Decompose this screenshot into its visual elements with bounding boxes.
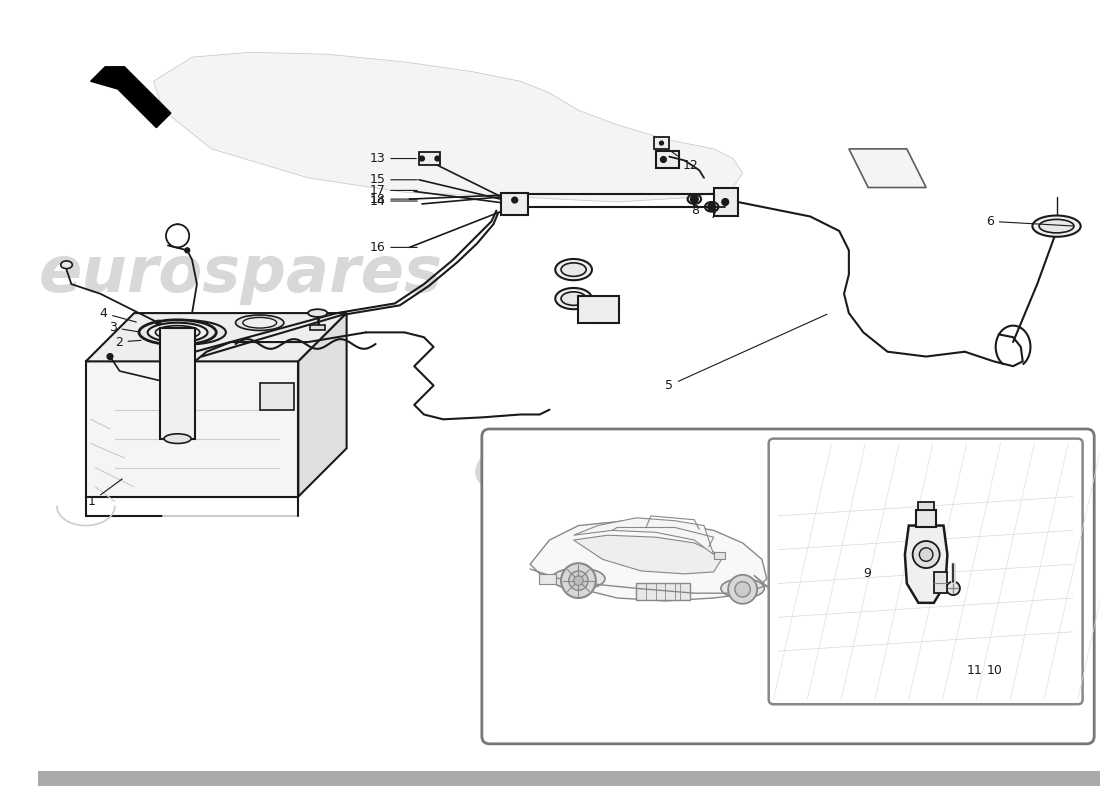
Ellipse shape	[148, 320, 225, 345]
Text: 2: 2	[114, 335, 141, 349]
Ellipse shape	[561, 292, 586, 306]
Ellipse shape	[235, 315, 284, 330]
Ellipse shape	[1033, 215, 1080, 237]
Circle shape	[573, 576, 583, 586]
Polygon shape	[154, 52, 742, 202]
Polygon shape	[573, 535, 724, 574]
Circle shape	[419, 156, 425, 161]
Bar	[579, 296, 619, 322]
Text: 16: 16	[370, 241, 417, 254]
Ellipse shape	[147, 322, 208, 342]
Bar	[502, 194, 528, 214]
Text: 17: 17	[370, 184, 417, 197]
Polygon shape	[298, 313, 346, 497]
Bar	[934, 572, 947, 593]
Bar	[161, 327, 195, 438]
Text: 3: 3	[109, 321, 139, 334]
Text: 11: 11	[967, 664, 982, 677]
Polygon shape	[86, 362, 298, 497]
Circle shape	[434, 156, 440, 161]
Circle shape	[660, 157, 667, 162]
Ellipse shape	[720, 578, 764, 598]
Bar	[916, 510, 936, 527]
Circle shape	[920, 548, 933, 562]
Ellipse shape	[60, 261, 73, 269]
Text: 14: 14	[370, 194, 417, 207]
Ellipse shape	[308, 310, 328, 317]
Text: 6: 6	[986, 215, 1074, 228]
Circle shape	[913, 541, 939, 568]
Bar	[653, 138, 669, 149]
Circle shape	[946, 582, 960, 595]
Ellipse shape	[155, 326, 200, 339]
Bar	[637, 582, 690, 600]
Text: 8: 8	[688, 199, 700, 217]
Polygon shape	[905, 526, 947, 603]
Circle shape	[512, 197, 518, 203]
Text: 12: 12	[671, 151, 698, 172]
Polygon shape	[530, 521, 767, 601]
Polygon shape	[849, 149, 926, 187]
Bar	[714, 187, 738, 217]
Ellipse shape	[556, 259, 592, 280]
Bar	[656, 151, 679, 168]
Ellipse shape	[164, 434, 191, 443]
Polygon shape	[90, 66, 170, 128]
Text: eurospares: eurospares	[39, 243, 442, 306]
Text: 15: 15	[370, 174, 417, 186]
Circle shape	[660, 141, 663, 145]
Circle shape	[691, 195, 698, 203]
Polygon shape	[573, 518, 714, 554]
Circle shape	[735, 582, 750, 597]
Text: 7: 7	[705, 207, 718, 221]
Polygon shape	[86, 313, 346, 362]
FancyBboxPatch shape	[769, 438, 1082, 704]
Circle shape	[569, 571, 589, 590]
Text: 4: 4	[99, 306, 136, 322]
Text: 18: 18	[370, 193, 417, 206]
Bar	[260, 382, 294, 410]
Circle shape	[561, 563, 596, 598]
Bar	[419, 152, 440, 166]
Bar	[37, 771, 1100, 786]
Ellipse shape	[243, 318, 276, 328]
Ellipse shape	[561, 263, 586, 276]
Bar	[918, 502, 934, 510]
Bar	[539, 574, 557, 583]
Circle shape	[156, 320, 161, 325]
Circle shape	[728, 575, 757, 604]
Bar	[310, 325, 326, 330]
Ellipse shape	[139, 320, 217, 345]
Ellipse shape	[158, 324, 217, 341]
Text: eurospares: eurospares	[473, 437, 877, 498]
Text: 13: 13	[370, 152, 416, 165]
Text: 1: 1	[88, 479, 122, 508]
Circle shape	[708, 203, 716, 210]
Text: 9: 9	[864, 567, 871, 580]
Ellipse shape	[1040, 219, 1074, 233]
Text: 5: 5	[666, 314, 827, 392]
Bar	[714, 552, 725, 559]
Circle shape	[107, 354, 113, 359]
Circle shape	[722, 198, 728, 206]
Ellipse shape	[552, 568, 605, 590]
FancyBboxPatch shape	[482, 429, 1094, 744]
Text: 10: 10	[987, 664, 1003, 677]
Ellipse shape	[556, 288, 592, 310]
Circle shape	[185, 248, 189, 253]
